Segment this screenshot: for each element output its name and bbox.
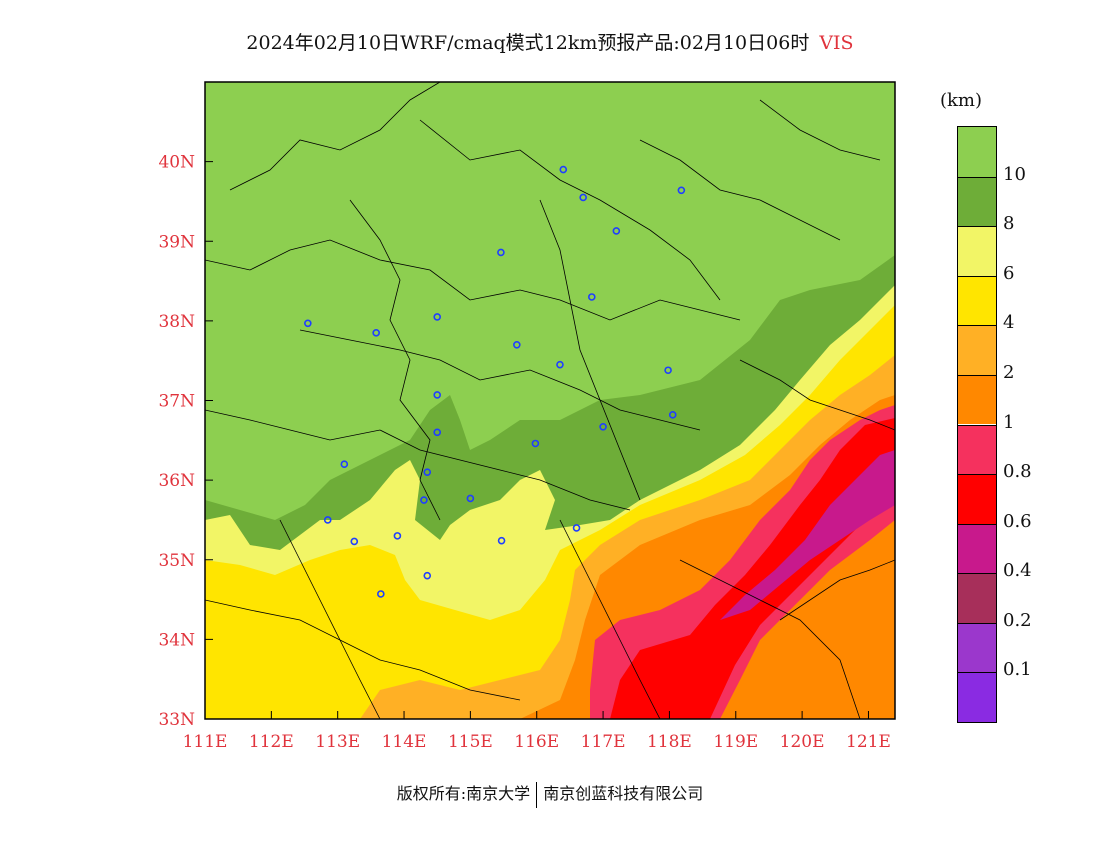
colorbar-label: 10 (1003, 163, 1026, 185)
lat-tick-label: 38N (158, 312, 195, 332)
station-marker (423, 571, 432, 580)
station-marker (531, 439, 540, 448)
chart-title: 2024年02月10日WRF/cmaq模式12km预报产品:02月10日06时 V… (0, 28, 1100, 55)
station-marker (433, 428, 442, 437)
colorbar-segment (958, 622, 996, 673)
station-marker (587, 293, 596, 301)
colorbar-label: 0.6 (1003, 510, 1032, 532)
station-marker (599, 422, 607, 431)
lon-tick-label: 112E (249, 732, 294, 752)
lat-tick-label: 36N (158, 471, 195, 491)
station-marker (372, 329, 380, 337)
station-marker (377, 590, 385, 598)
lon-tick-label: 113E (315, 732, 360, 752)
station-marker (423, 468, 432, 476)
station-marker (323, 516, 332, 524)
station-marker (497, 536, 506, 545)
colorbar-label: 0.1 (1003, 659, 1032, 681)
colorbar-segment (958, 325, 996, 375)
station-marker (668, 411, 677, 419)
legend-unit: (km) (940, 90, 983, 111)
station-marker (393, 532, 402, 540)
lon-tick-label: 114E (382, 732, 427, 752)
colorbar-label: 1 (1003, 411, 1015, 433)
station-marker (559, 165, 568, 174)
latitude-axis: 40N 39N 38N 37N 36N 35N 34N 33N (158, 153, 213, 730)
station-marker (677, 186, 686, 195)
colorbar-segment (958, 672, 996, 722)
visibility-field (205, 82, 895, 719)
colorbar-segment (958, 127, 996, 177)
lat-tick-label: 35N (158, 551, 195, 571)
station-marker (497, 248, 505, 257)
colorbar-segment (958, 573, 996, 623)
colorbar-label: 0.4 (1003, 560, 1032, 582)
station-marker (304, 319, 312, 328)
station-marker (579, 193, 587, 202)
colorbar-label: 0.2 (1003, 609, 1032, 631)
station-marker (350, 537, 359, 546)
lon-tick-label: 119E (713, 732, 758, 752)
colorbar-label: 6 (1003, 262, 1015, 284)
vis-0.4-0.6-region (720, 450, 895, 620)
lat-tick-label: 37N (158, 392, 195, 412)
colorbar-segment (958, 176, 996, 227)
lon-tick-label: 120E (780, 732, 825, 752)
station-marker (556, 360, 564, 369)
admin-boundaries (205, 82, 895, 719)
footer-right: 南京创蓝科技有限公司 (543, 784, 704, 803)
visibility-colorbar (957, 126, 997, 723)
colorbar-label: 4 (1003, 312, 1015, 334)
lon-tick-label: 121E (846, 732, 891, 752)
station-marker (433, 313, 442, 321)
vis-0.6-0.8-region (610, 418, 895, 719)
lon-tick-label: 115E (448, 732, 493, 752)
colorbar-segment (958, 424, 996, 475)
lat-tick-label: 40N (158, 153, 195, 173)
colorbar-segment (958, 275, 996, 326)
lat-tick-label: 39N (158, 232, 195, 252)
colorbar-segment (958, 374, 996, 425)
station-marker (612, 227, 621, 235)
station-marker (466, 494, 475, 503)
lon-tick-label: 118E (647, 732, 692, 752)
copyright-footer: 版权所有:南京大学 南京创蓝科技有限公司 (0, 780, 1100, 808)
city-stations (304, 165, 686, 598)
footer-left: 版权所有:南京大学 (396, 784, 531, 803)
colorbar-segment (958, 226, 996, 276)
lon-tick-label: 111E (183, 732, 228, 752)
station-marker (340, 460, 349, 469)
lon-tick-label: 116E (514, 732, 559, 752)
lat-tick-label: 33N (158, 710, 195, 730)
colorbar-segment (958, 474, 996, 524)
colorbar-label: 2 (1003, 361, 1015, 383)
colorbar-label: 8 (1003, 213, 1015, 235)
title-main: 2024年02月10日WRF/cmaq模式12km预报产品:02月10日06时 (246, 32, 810, 54)
station-marker (664, 366, 672, 375)
footer-separator (536, 781, 538, 808)
colorbar-label: 0.8 (1003, 461, 1032, 483)
station-marker (513, 340, 521, 349)
longitude-axis: 111E 112E 113E 114E 115E 116E 117E 118E 119E 120E… (183, 711, 891, 752)
station-marker (433, 391, 442, 399)
lon-tick-label: 117E (581, 732, 626, 752)
colorbar-segment (958, 523, 996, 574)
title-variable: VIS (819, 32, 854, 54)
lat-tick-label: 34N (158, 630, 195, 650)
station-marker (572, 524, 581, 532)
station-marker (420, 496, 428, 504)
